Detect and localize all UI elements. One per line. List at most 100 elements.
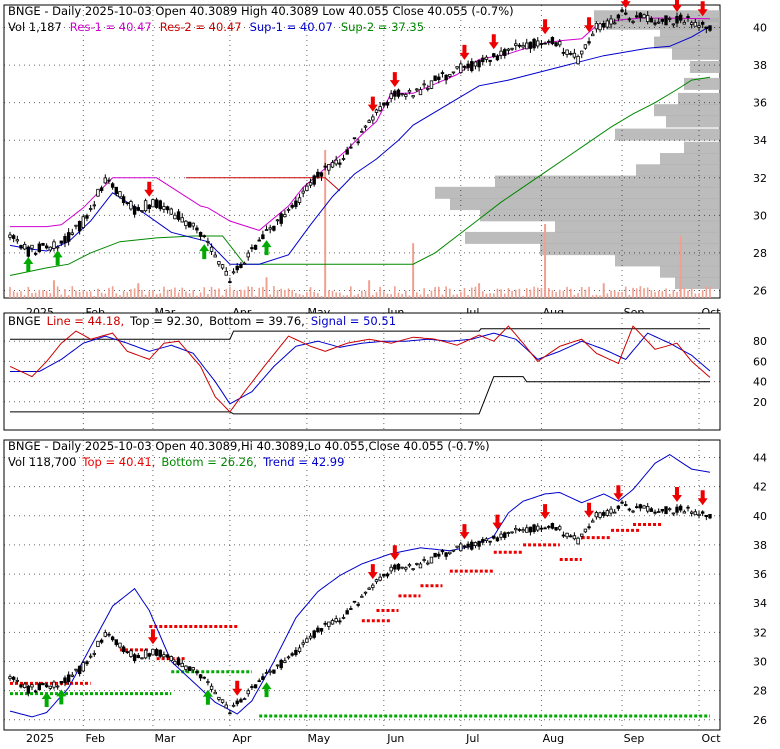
- trend-candle: [594, 512, 599, 518]
- trend-candle: [345, 610, 349, 615]
- volume-bar: [93, 295, 96, 298]
- price-candle: [250, 247, 254, 250]
- trend-ytick: 32: [753, 626, 767, 639]
- trend-candle: [301, 642, 305, 645]
- volume-bar: [672, 290, 675, 298]
- trend-month-label: May: [307, 732, 330, 745]
- trend-header-title: BNGE - Daily 2025-10-03 Open 40.3089,Hi …: [8, 439, 490, 453]
- price-candle: [598, 23, 602, 31]
- volume-bar: [525, 288, 528, 298]
- trend-candle: [81, 662, 85, 672]
- price-candle: [642, 14, 646, 19]
- trend-candle: [228, 712, 232, 715]
- price-candle: [308, 182, 313, 186]
- trend-legend-top: Top = 40.41,: [81, 455, 155, 469]
- price-candle: [708, 25, 712, 31]
- trend-candle: [48, 685, 53, 689]
- trend-candle: [118, 642, 122, 648]
- trend-candle: [279, 659, 283, 669]
- volume-bar: [119, 295, 121, 298]
- price-candle: [682, 21, 687, 25]
- volume-bar: [639, 286, 642, 298]
- trend-candle: [15, 679, 20, 682]
- trend-candle: [41, 682, 45, 686]
- price-up-arrow: [199, 244, 210, 260]
- trend-candle: [30, 684, 34, 688]
- volume-bar: [518, 288, 521, 298]
- trend-candle: [143, 649, 148, 659]
- volume-bar: [558, 289, 561, 298]
- trend-candle: [532, 524, 536, 532]
- price-candle: [48, 246, 53, 251]
- price-candle: [466, 63, 470, 69]
- price-candle: [539, 43, 544, 45]
- price-up-arrow: [261, 240, 272, 256]
- price-candle: [550, 37, 555, 45]
- volume-profile-bar: [495, 175, 720, 188]
- price-candle: [667, 18, 672, 20]
- price-candle: [286, 208, 291, 211]
- price-candle: [444, 74, 448, 81]
- price-candle: [136, 207, 140, 211]
- price-up-arrow: [52, 250, 63, 266]
- trend-candle: [312, 630, 316, 638]
- volume-bar: [503, 293, 506, 298]
- trend-candle: [396, 563, 401, 570]
- price-candle: [220, 264, 225, 269]
- volume-bar: [584, 289, 587, 298]
- price-candle: [261, 234, 265, 240]
- trend-candle: [308, 635, 313, 639]
- trend-candle: [678, 505, 683, 511]
- volume-bar: [459, 291, 462, 298]
- volume-bar: [42, 290, 44, 298]
- volume-bar: [82, 290, 85, 298]
- volume-bar: [56, 286, 59, 298]
- trend-up-arrow: [41, 691, 52, 707]
- price-candle: [543, 42, 547, 45]
- trend-candle: [539, 527, 544, 530]
- trend-candle: [121, 646, 126, 653]
- price-candle: [217, 261, 221, 265]
- price-candle: [239, 264, 243, 268]
- trend-candle: [180, 662, 184, 668]
- trend-month-label: Apr: [232, 732, 252, 745]
- volume-bar: [478, 283, 481, 298]
- volume-profile-bar: [660, 153, 720, 166]
- volume-bar: [595, 294, 598, 298]
- trend-candle: [433, 552, 437, 558]
- price-candle: [506, 48, 511, 51]
- trend-candle: [382, 573, 386, 577]
- volume-profile-bar: [615, 254, 720, 267]
- price-candle: [517, 44, 522, 47]
- volume-bar: [621, 291, 623, 298]
- volume-bar: [287, 288, 290, 298]
- price-candle: [462, 65, 467, 68]
- trend-candle: [217, 696, 221, 700]
- volume-bar: [690, 288, 693, 298]
- trend-candle: [268, 670, 272, 673]
- volume-bar: [236, 290, 239, 298]
- volume-bar: [280, 288, 283, 298]
- price-candle: [323, 165, 327, 168]
- trend-candle: [158, 649, 162, 657]
- price-candle: [363, 125, 368, 128]
- price-candle: [272, 225, 276, 231]
- osc-legend-top: Top = 92.30,: [129, 314, 203, 328]
- trend-candle: [558, 526, 562, 530]
- volume-bar: [613, 290, 616, 298]
- volume-bar: [496, 288, 499, 298]
- trend-up-arrow: [202, 689, 213, 705]
- price-candle: [470, 61, 474, 72]
- trend-candle: [327, 621, 331, 627]
- trend-candle: [264, 672, 269, 674]
- trend-candle: [261, 676, 265, 680]
- trend-candle: [305, 638, 309, 643]
- price-candle: [532, 38, 536, 49]
- trend-candle: [536, 525, 540, 531]
- price-candle: [426, 88, 430, 90]
- volume-profile-bar: [660, 265, 720, 278]
- price-candle: [187, 221, 192, 228]
- price-candle: [514, 43, 518, 46]
- volume-bar: [632, 287, 634, 298]
